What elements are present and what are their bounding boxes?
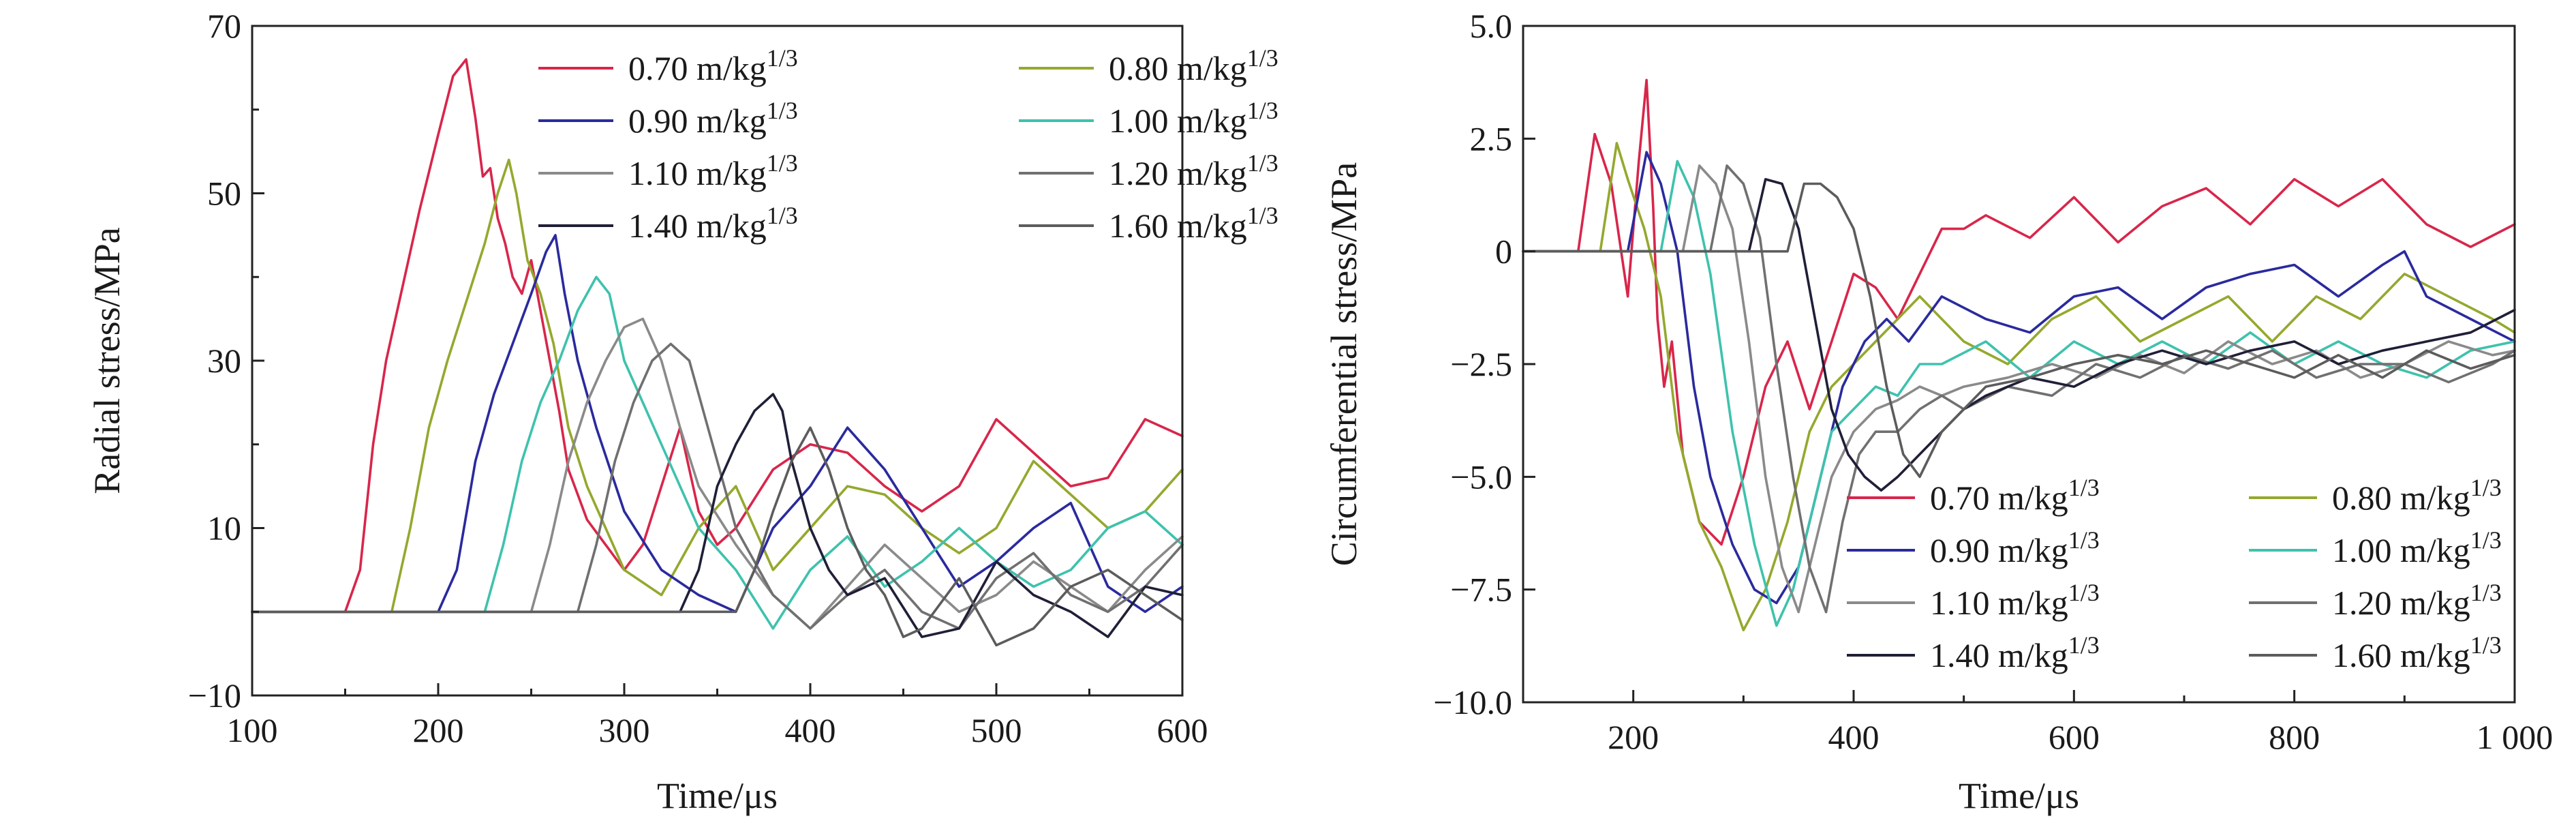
chart2-series-line-4: [1522, 160, 2516, 627]
chart2-y-tick-label: 2.5: [1470, 119, 1513, 158]
chart1-series-line-4: [251, 275, 1184, 630]
chart2-y-tick-label: −5.0: [1450, 457, 1512, 496]
chart1-plot: 100 200 300 400 500 600 −10 10 30 50 70 Time/μs Radi…: [87, 7, 1278, 816]
chart2-legend-label-6: 1.20 m/kg1/3: [2332, 579, 2502, 622]
chart1-x-tick-label: 300: [599, 711, 650, 749]
chart2-plot: 200 400 600 800 1 000 −10.0 −7.5 −5.0 −2.5 0 2.5 5.…: [1323, 7, 2553, 816]
chart1-x-tick-label: 500: [971, 711, 1022, 749]
chart1-legend: 0.70 m/kg1/3 0.80 m/kg1/3 0.90 m/kg1/3 1.00…: [538, 44, 1278, 245]
chart2-y-tick-label: 5.0: [1470, 7, 1513, 45]
chart2-y-tick-label: −7.5: [1450, 571, 1512, 609]
chart1-x-axis-title: Time/μs: [657, 775, 778, 816]
chart2-legend-label-7: 1.40 m/kg1/3: [1930, 631, 2100, 674]
chart2-x-tick-label: 800: [2269, 718, 2320, 756]
chart2-series-line-1: [1522, 78, 2516, 546]
chart2-y-tick-label: −10.0: [1433, 683, 1512, 721]
chart2-legend-label-1: 0.70 m/kg1/3: [1930, 474, 2100, 517]
chart1-series-line-2: [251, 158, 1184, 614]
chart1-y-tick-label: 50: [207, 175, 241, 213]
chart2-y-axis-title: Circumferential stress/MPa: [1323, 162, 1364, 566]
chart1-legend-label-5: 1.10 m/kg1/3: [628, 149, 798, 192]
chart1-series-line-3: [251, 234, 1184, 614]
chart2-legend-label-2: 0.80 m/kg1/3: [2332, 474, 2502, 517]
chart1-x-tick-label: 400: [785, 711, 836, 749]
chart1-x-tick-label: 600: [1157, 711, 1208, 749]
chart1-legend-label-1: 0.70 m/kg1/3: [628, 44, 798, 87]
chart2-x-tick-label: 200: [1608, 718, 1659, 756]
chart2-x-axis-title: Time/μs: [1959, 775, 2079, 816]
chart2-x-tick-label: 600: [2049, 718, 2100, 756]
chart1-legend-label-3: 0.90 m/kg1/3: [628, 97, 798, 140]
chart2-y-tick-label: 0: [1495, 232, 1512, 271]
chart1-legend-label-6: 1.20 m/kg1/3: [1109, 149, 1278, 192]
chart1-x-tick-label: 200: [413, 711, 464, 749]
chart2-legend-label-4: 1.00 m/kg1/3: [2332, 526, 2502, 569]
chart1-y-tick-label: 70: [207, 7, 241, 45]
chart1-legend-label-4: 1.00 m/kg1/3: [1109, 97, 1278, 140]
chart1-legend-label-7: 1.40 m/kg1/3: [628, 202, 798, 245]
chart2-legend-label-8: 1.60 m/kg1/3: [2332, 631, 2502, 674]
chart1-series-line-8: [251, 426, 1184, 647]
chart1-y-tick-label: 30: [207, 342, 241, 380]
chart2-legend-label-3: 0.90 m/kg1/3: [1930, 526, 2100, 569]
chart1-series-line-1: [251, 58, 1184, 614]
chart1-series-line-7: [251, 393, 1184, 638]
chart1-y-tick-label: 10: [207, 509, 241, 548]
chart2-series-line-6: [1522, 164, 2516, 614]
chart2-x-tick-label: 400: [1828, 718, 1880, 756]
chart2-legend: 0.70 m/kg1/3 0.80 m/kg1/3 0.90 m/kg1/3 1.00…: [1847, 474, 2502, 674]
chart2-legend-label-5: 1.10 m/kg1/3: [1930, 579, 2100, 622]
chart1-legend-label-8: 1.60 m/kg1/3: [1109, 202, 1278, 245]
chart2-series-line-5: [1522, 164, 2516, 614]
chart1-y-tick-label: −10: [188, 676, 241, 715]
chart1-y-axis-title: Radial stress/MPa: [87, 227, 127, 494]
chart2-x-tick-label: 1 000: [2477, 718, 2554, 756]
chart1-series-line-6: [251, 342, 1184, 630]
chart2-series-line-2: [1522, 142, 2516, 631]
chart2-y-tick-label: −2.5: [1450, 345, 1512, 383]
chart1-legend-label-2: 0.80 m/kg1/3: [1109, 44, 1278, 87]
chart2-series-line-8: [1522, 182, 2516, 479]
chart2-series-line-3: [1522, 151, 2516, 605]
chart1-x-tick-label: 100: [227, 711, 278, 749]
